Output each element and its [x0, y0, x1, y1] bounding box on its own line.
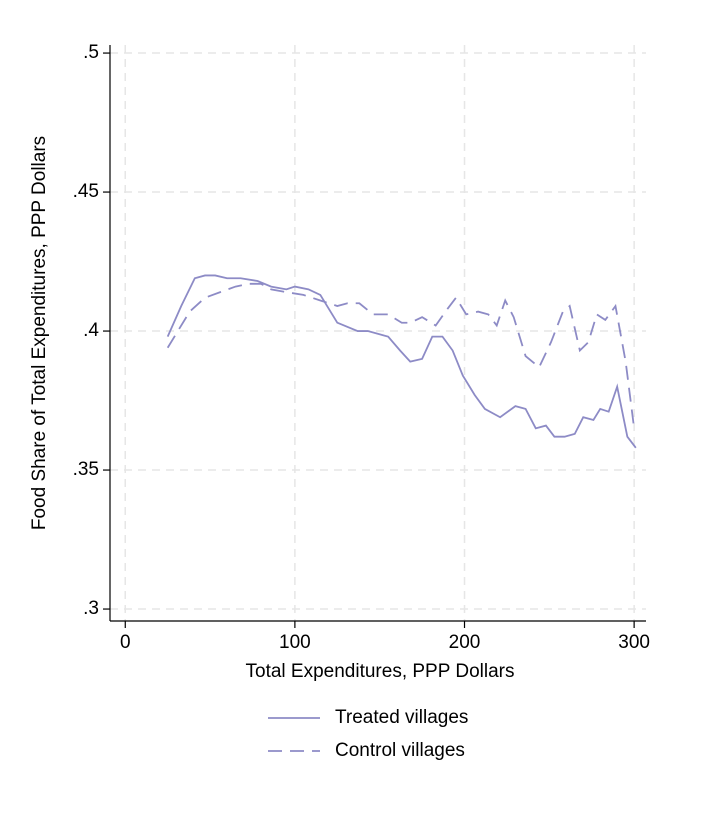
y-tick-label: .3 [83, 598, 99, 619]
y-tick-label: .45 [73, 181, 99, 202]
y-tick-label: .5 [83, 42, 99, 63]
legend-label: Treated villages [335, 707, 468, 728]
x-tick-label: 0 [120, 632, 131, 653]
y-axis-label: Food Share of Total Expenditures, PPP Do… [29, 136, 50, 530]
x-tick-label: 200 [449, 632, 481, 653]
y-tick-label: .4 [83, 320, 99, 341]
x-tick-label: 100 [279, 632, 311, 653]
y-tick-label: .35 [73, 459, 99, 480]
legend-label: Control villages [335, 740, 465, 761]
series-line [166, 282, 636, 429]
series-line [166, 274, 637, 449]
x-axis-label: Total Expenditures, PPP Dollars [246, 661, 515, 682]
x-tick-label: 300 [618, 632, 650, 653]
